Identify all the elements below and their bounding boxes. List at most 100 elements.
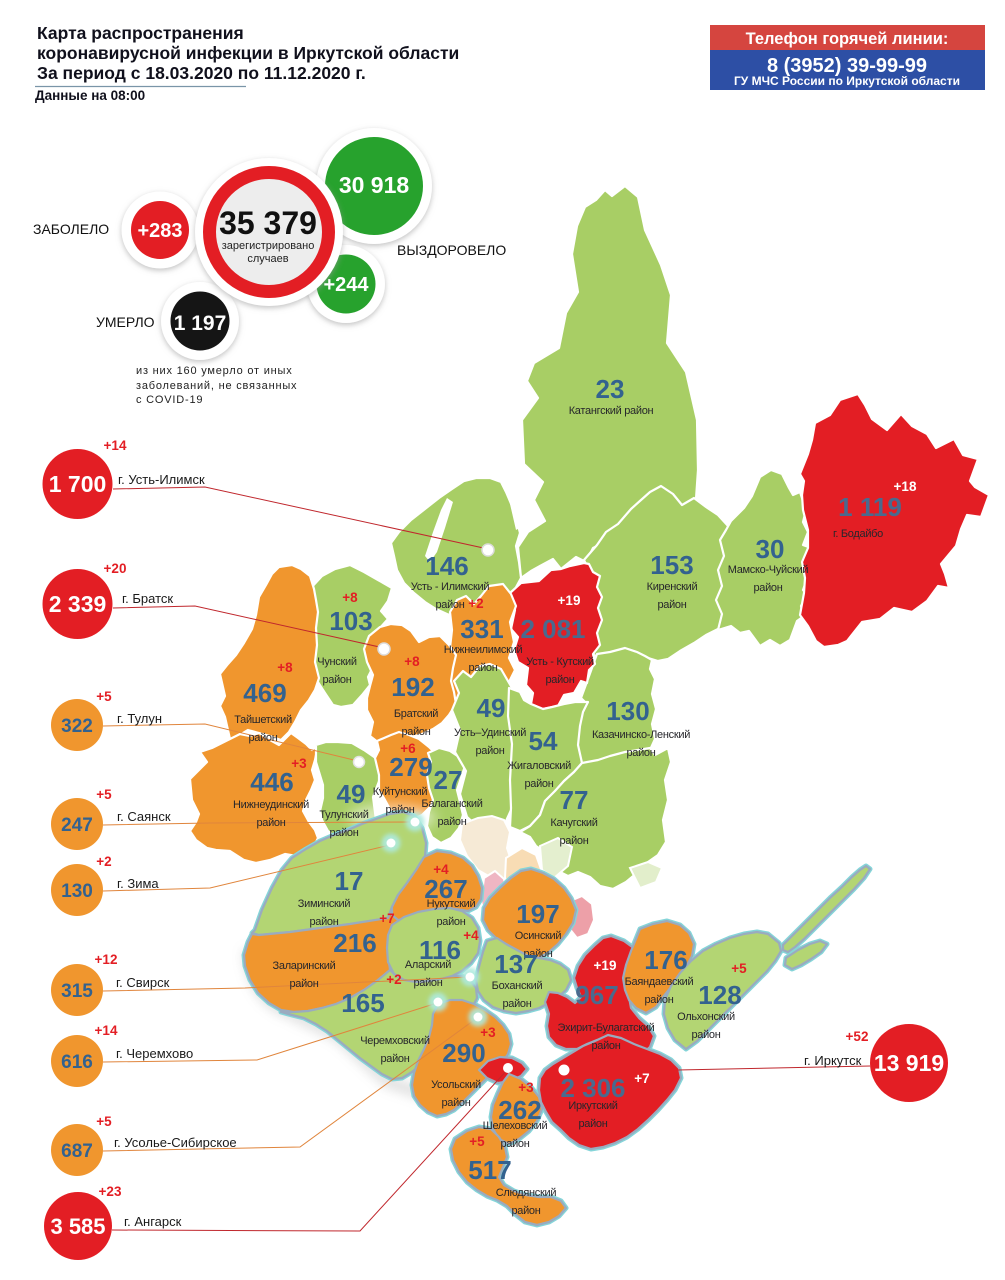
svg-text:Мамско-Чуйский: Мамско-Чуйский — [728, 564, 809, 576]
svg-text:176: 176 — [644, 945, 687, 975]
svg-text:Аларский: Аларский — [405, 959, 451, 971]
svg-text:УМЕРЛО: УМЕРЛО — [96, 314, 155, 330]
svg-text:г. Бодайбо: г. Бодайбо — [833, 528, 883, 540]
svg-text:район: район — [657, 599, 686, 611]
svg-text:район: район — [435, 599, 464, 611]
svg-text:146: 146 — [425, 551, 468, 581]
svg-text:район: район — [468, 662, 497, 674]
svg-text:г. Иркутск: г. Иркутск — [804, 1053, 862, 1068]
svg-text:279: 279 — [389, 752, 432, 782]
svg-text:130: 130 — [606, 696, 649, 726]
svg-text:267: 267 — [424, 874, 467, 904]
svg-text:Черемховский: Черемховский — [360, 1035, 430, 1047]
svg-text:8 (3952) 39-99-99: 8 (3952) 39-99-99 — [767, 55, 927, 77]
svg-text:Чунский: Чунский — [317, 656, 357, 668]
svg-text:+5: +5 — [96, 787, 112, 802]
svg-text:Заларинский: Заларинский — [273, 960, 336, 972]
svg-text:30 918: 30 918 — [339, 172, 410, 198]
svg-text:Эхирит-Булагатский: Эхирит-Булагатский — [557, 1022, 654, 1034]
svg-text:+244: +244 — [323, 274, 369, 296]
svg-text:район: район — [329, 827, 358, 839]
svg-text:Жигаловский: Жигаловский — [507, 760, 571, 772]
svg-text:Данные на 08:00: Данные на 08:00 — [35, 88, 145, 103]
svg-text:+6: +6 — [400, 741, 416, 756]
svg-text:+12: +12 — [95, 952, 118, 967]
svg-text:ЗАБОЛЕЛО: ЗАБОЛЕЛО — [33, 221, 109, 237]
svg-text:+3: +3 — [480, 1025, 496, 1040]
svg-text:г. Усть-Илимск: г. Усть-Илимск — [118, 472, 205, 487]
svg-text:г. Ангарск: г. Ангарск — [124, 1214, 182, 1229]
svg-text:+8: +8 — [342, 590, 358, 605]
svg-text:район: район — [559, 835, 588, 847]
svg-text:г. Тулун: г. Тулун — [117, 711, 162, 726]
svg-text:137: 137 — [494, 949, 537, 979]
svg-text:Тулунский: Тулунский — [319, 809, 368, 821]
svg-text:+5: +5 — [96, 1114, 112, 1129]
svg-text:район: район — [441, 1097, 470, 1109]
svg-text:Куйтунский: Куйтунский — [373, 786, 428, 798]
svg-text:2 081: 2 081 — [520, 614, 585, 644]
svg-text:г. Братск: г. Братск — [122, 591, 173, 606]
svg-text:район: район — [500, 1138, 529, 1150]
svg-text:Усть - Илимский: Усть - Илимский — [411, 581, 490, 593]
svg-text:+19: +19 — [594, 958, 617, 973]
svg-text:687: 687 — [61, 1141, 93, 1162]
svg-text:Нукутский: Нукутский — [427, 898, 476, 910]
svg-text:Усть–Удинский: Усть–Удинский — [454, 727, 526, 739]
svg-text:район: район — [436, 916, 465, 928]
svg-text:3 585: 3 585 — [50, 1214, 105, 1239]
svg-text:район: район — [437, 816, 466, 828]
svg-text:Боханский: Боханский — [492, 980, 543, 992]
svg-text:район: район — [691, 1029, 720, 1041]
svg-text:Осинский: Осинский — [515, 930, 562, 942]
svg-text:ВЫЗДОРОВЕЛО: ВЫЗДОРОВЕЛО — [397, 242, 506, 258]
svg-text:район: район — [578, 1118, 607, 1130]
svg-text:Усольский: Усольский — [431, 1079, 481, 1091]
svg-text:1 197: 1 197 — [174, 312, 227, 335]
svg-text:район: район — [626, 747, 655, 759]
svg-text:446: 446 — [250, 767, 293, 797]
svg-text:с COVID-19: с COVID-19 — [136, 394, 203, 406]
svg-text:район: район — [475, 745, 504, 757]
svg-text:+8: +8 — [404, 654, 420, 669]
svg-text:23: 23 — [596, 374, 625, 404]
svg-text:район: район — [289, 978, 318, 990]
svg-text:Балаганский: Балаганский — [421, 798, 482, 810]
svg-text:192: 192 — [391, 672, 434, 702]
svg-text:район: район — [753, 582, 782, 594]
svg-text:262: 262 — [498, 1095, 541, 1125]
svg-text:+7: +7 — [379, 911, 394, 926]
svg-text:+8: +8 — [277, 660, 293, 675]
svg-text:Зиминский: Зиминский — [298, 898, 351, 910]
svg-text:Казачинско-Ленский: Казачинско-Ленский — [592, 729, 690, 741]
svg-text:517: 517 — [468, 1155, 511, 1185]
svg-text:район: район — [644, 994, 673, 1006]
svg-text:153: 153 — [650, 550, 693, 580]
svg-text:район: район — [248, 732, 277, 744]
svg-text:+7: +7 — [634, 1071, 649, 1086]
svg-text:Баяндаевский: Баяндаевский — [625, 976, 694, 988]
svg-text:+3: +3 — [518, 1080, 534, 1095]
svg-text:197: 197 — [516, 899, 559, 929]
svg-text:+14: +14 — [104, 438, 127, 453]
svg-text:+19: +19 — [558, 593, 581, 608]
svg-text:случаев: случаев — [247, 253, 288, 265]
svg-text:2 339: 2 339 — [49, 591, 107, 617]
svg-text:315: 315 — [61, 981, 93, 1002]
svg-text:из них 160 умерло от иных: из них 160 умерло от иных — [136, 365, 293, 377]
svg-text:35 379: 35 379 — [219, 205, 317, 241]
svg-text:+283: +283 — [137, 220, 182, 242]
svg-text:+52: +52 — [846, 1029, 869, 1044]
svg-text:49: 49 — [337, 779, 366, 809]
svg-text:Ольхонский: Ольхонский — [677, 1011, 735, 1023]
svg-text:район: район — [511, 1205, 540, 1217]
svg-text:район: район — [401, 726, 430, 738]
svg-text:1 700: 1 700 — [49, 471, 107, 497]
svg-text:+2: +2 — [386, 972, 401, 987]
svg-text:Усть - Кутский: Усть - Кутский — [526, 656, 594, 668]
svg-text:290: 290 — [442, 1038, 485, 1068]
svg-text:+4: +4 — [433, 862, 449, 877]
svg-text:район: район — [413, 977, 442, 989]
svg-text:район: район — [545, 674, 574, 686]
svg-text:Карта распространения: Карта распространения — [37, 23, 244, 43]
